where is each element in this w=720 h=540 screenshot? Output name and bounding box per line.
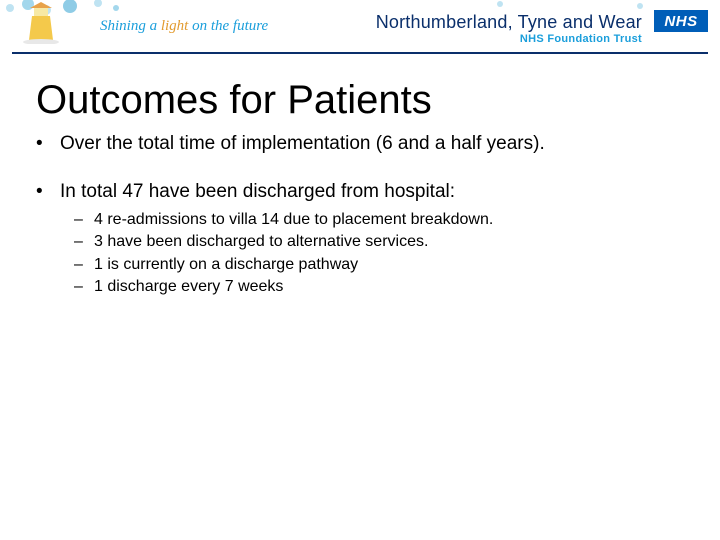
sub-list-item: 3 have been discharged to alternative se… bbox=[60, 231, 690, 253]
trust-name: Northumberland, Tyne and Wear bbox=[376, 12, 642, 33]
list-item-text: In total 47 have been discharged from ho… bbox=[60, 181, 455, 202]
trust-name-block: Northumberland, Tyne and Wear NHS Founda… bbox=[376, 12, 642, 45]
bubble-icon bbox=[94, 0, 102, 7]
list-item: Over the total time of implementation (6… bbox=[30, 133, 690, 155]
bubble-icon bbox=[6, 4, 14, 12]
list-item: In total 47 have been discharged from ho… bbox=[30, 181, 690, 299]
slide: Shining a light on the future Northumber… bbox=[0, 0, 720, 540]
nhs-logo: NHS bbox=[654, 10, 708, 32]
nhs-logo-text: NHS bbox=[664, 13, 697, 30]
bubble-icon bbox=[637, 3, 643, 9]
header-rule bbox=[12, 52, 708, 54]
tagline-part: light bbox=[161, 18, 189, 34]
bubble-icon bbox=[113, 5, 119, 11]
sub-list-item: 1 discharge every 7 weeks bbox=[60, 276, 690, 298]
list-item-text: Over the total time of implementation (6… bbox=[60, 133, 545, 154]
tagline: Shining a light on the future bbox=[100, 18, 268, 35]
slide-content: Outcomes for Patients Over the total tim… bbox=[0, 78, 720, 325]
page-title: Outcomes for Patients bbox=[36, 78, 690, 123]
sub-list-item: 4 re-admissions to villa 14 due to place… bbox=[60, 209, 690, 231]
bubble-icon bbox=[497, 1, 503, 7]
tagline-part: on the future bbox=[188, 18, 268, 34]
trust-subtitle: NHS Foundation Trust bbox=[376, 33, 642, 45]
slide-header: Shining a light on the future Northumber… bbox=[0, 0, 720, 70]
lighthouse-icon bbox=[22, 2, 60, 44]
bullet-list: Over the total time of implementation (6… bbox=[30, 133, 690, 299]
bubble-icon bbox=[63, 0, 77, 13]
tagline-part: Shining a bbox=[100, 18, 161, 34]
sub-list: 4 re-admissions to villa 14 due to place… bbox=[60, 209, 690, 299]
sub-list-item: 1 is currently on a discharge pathway bbox=[60, 254, 690, 276]
